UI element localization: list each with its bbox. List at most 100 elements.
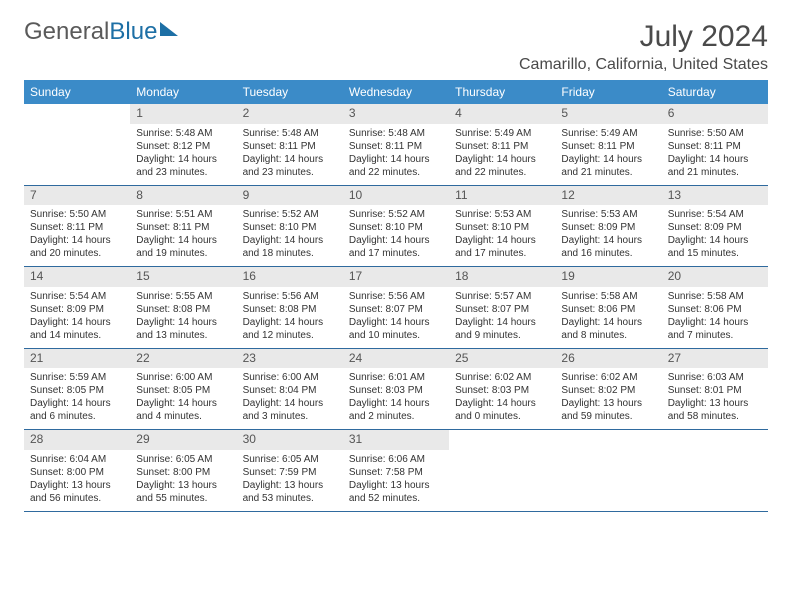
day-number: 25 bbox=[449, 349, 555, 369]
daylight-text: Daylight: 14 hours and 19 minutes. bbox=[136, 234, 230, 260]
sunset-text: Sunset: 8:06 PM bbox=[561, 303, 655, 316]
day-body: Sunrise: 5:58 AMSunset: 8:06 PMDaylight:… bbox=[662, 287, 768, 348]
day-body: Sunrise: 5:50 AMSunset: 8:11 PMDaylight:… bbox=[24, 205, 130, 266]
day-number: 8 bbox=[130, 186, 236, 206]
day-body: Sunrise: 5:54 AMSunset: 8:09 PMDaylight:… bbox=[662, 205, 768, 266]
calendar-cell: 29Sunrise: 6:05 AMSunset: 8:00 PMDayligh… bbox=[130, 430, 236, 511]
calendar-cell: 17Sunrise: 5:56 AMSunset: 8:07 PMDayligh… bbox=[343, 267, 449, 348]
day-number: 12 bbox=[555, 186, 661, 206]
daylight-text: Daylight: 14 hours and 18 minutes. bbox=[243, 234, 337, 260]
sunset-text: Sunset: 8:03 PM bbox=[455, 384, 549, 397]
daylight-text: Daylight: 14 hours and 3 minutes. bbox=[243, 397, 337, 423]
calendar-cell bbox=[449, 430, 555, 511]
daylight-text: Daylight: 14 hours and 16 minutes. bbox=[561, 234, 655, 260]
day-body: Sunrise: 6:02 AMSunset: 8:02 PMDaylight:… bbox=[555, 368, 661, 429]
calendar-cell: 3Sunrise: 5:48 AMSunset: 8:11 PMDaylight… bbox=[343, 104, 449, 185]
day-number: 29 bbox=[130, 430, 236, 450]
sunset-text: Sunset: 8:06 PM bbox=[668, 303, 762, 316]
sunrise-text: Sunrise: 6:00 AM bbox=[243, 371, 337, 384]
sunrise-text: Sunrise: 5:48 AM bbox=[136, 127, 230, 140]
calendar-cell: 5Sunrise: 5:49 AMSunset: 8:11 PMDaylight… bbox=[555, 104, 661, 185]
day-body: Sunrise: 5:54 AMSunset: 8:09 PMDaylight:… bbox=[24, 287, 130, 348]
day-number: 27 bbox=[662, 349, 768, 369]
daylight-text: Daylight: 14 hours and 0 minutes. bbox=[455, 397, 549, 423]
day-body: Sunrise: 5:49 AMSunset: 8:11 PMDaylight:… bbox=[449, 124, 555, 185]
calendar-cell: 19 Sunrise: 5:58 AMSunset: 8:06 PMDayligh… bbox=[555, 267, 661, 348]
daylight-text: Daylight: 13 hours and 59 minutes. bbox=[561, 397, 655, 423]
day-body: Sunrise: 5:55 AMSunset: 8:08 PMDaylight:… bbox=[130, 287, 236, 348]
daylight-text: Daylight: 14 hours and 2 minutes. bbox=[349, 397, 443, 423]
day-number: 22 bbox=[130, 349, 236, 369]
day-body: Sunrise: 5:51 AMSunset: 8:11 PMDaylight:… bbox=[130, 205, 236, 266]
sunrise-text: Sunrise: 5:51 AM bbox=[136, 208, 230, 221]
day-number: 19 bbox=[555, 267, 661, 287]
calendar-week: 21Sunrise: 5:59 AMSunset: 8:05 PMDayligh… bbox=[24, 349, 768, 431]
day-body: Sunrise: 5:48 AMSunset: 8:11 PMDaylight:… bbox=[237, 124, 343, 185]
day-number: 11 bbox=[449, 186, 555, 206]
daylight-text: Daylight: 13 hours and 56 minutes. bbox=[30, 479, 124, 505]
calendar-cell: 13Sunrise: 5:54 AMSunset: 8:09 PMDayligh… bbox=[662, 186, 768, 267]
daylight-text: Daylight: 14 hours and 20 minutes. bbox=[30, 234, 124, 260]
daylight-text: Daylight: 14 hours and 8 minutes. bbox=[561, 316, 655, 342]
title-block: July 2024 Camarillo, California, United … bbox=[519, 20, 768, 74]
day-body: Sunrise: 5:52 AMSunset: 8:10 PMDaylight:… bbox=[343, 205, 449, 266]
calendar-week: 1Sunrise: 5:48 AMSunset: 8:12 PMDaylight… bbox=[24, 104, 768, 186]
day-body: Sunrise: 5:56 AMSunset: 8:07 PMDaylight:… bbox=[343, 287, 449, 348]
sunset-text: Sunset: 8:11 PM bbox=[668, 140, 762, 153]
calendar-cell: 21Sunrise: 5:59 AMSunset: 8:05 PMDayligh… bbox=[24, 349, 130, 430]
sunset-text: Sunset: 8:11 PM bbox=[455, 140, 549, 153]
sunset-text: Sunset: 8:09 PM bbox=[30, 303, 124, 316]
weekday-label: Sunday bbox=[24, 80, 130, 104]
calendar-cell: 26Sunrise: 6:02 AMSunset: 8:02 PMDayligh… bbox=[555, 349, 661, 430]
day-body: Sunrise: 5:48 AMSunset: 8:11 PMDaylight:… bbox=[343, 124, 449, 185]
calendar-cell: 30Sunrise: 6:05 AMSunset: 7:59 PMDayligh… bbox=[237, 430, 343, 511]
sunrise-text: Sunrise: 6:02 AM bbox=[561, 371, 655, 384]
daylight-text: Daylight: 14 hours and 23 minutes. bbox=[243, 153, 337, 179]
day-body: Sunrise: 5:50 AMSunset: 8:11 PMDaylight:… bbox=[662, 124, 768, 185]
day-body: Sunrise: 5:48 AMSunset: 8:12 PMDaylight:… bbox=[130, 124, 236, 185]
sunset-text: Sunset: 8:11 PM bbox=[243, 140, 337, 153]
sunrise-text: Sunrise: 5:54 AM bbox=[668, 208, 762, 221]
calendar-week: 14Sunrise: 5:54 AMSunset: 8:09 PMDayligh… bbox=[24, 267, 768, 349]
calendar-cell: 25Sunrise: 6:02 AMSunset: 8:03 PMDayligh… bbox=[449, 349, 555, 430]
weekday-header: Sunday Monday Tuesday Wednesday Thursday… bbox=[24, 80, 768, 104]
sunrise-text: Sunrise: 5:54 AM bbox=[30, 290, 124, 303]
sunrise-text: Sunrise: 5:56 AM bbox=[243, 290, 337, 303]
sunset-text: Sunset: 8:09 PM bbox=[561, 221, 655, 234]
day-number: 3 bbox=[343, 104, 449, 124]
day-number: 4 bbox=[449, 104, 555, 124]
sunrise-text: Sunrise: 6:05 AM bbox=[243, 453, 337, 466]
sunrise-text: Sunrise: 5:55 AM bbox=[136, 290, 230, 303]
sunrise-text: Sunrise: 6:00 AM bbox=[136, 371, 230, 384]
sunset-text: Sunset: 8:08 PM bbox=[243, 303, 337, 316]
calendar-cell: 12Sunrise: 5:53 AMSunset: 8:09 PMDayligh… bbox=[555, 186, 661, 267]
sunrise-text: Sunrise: 5:58 AM bbox=[561, 290, 655, 303]
calendar-cell: 28Sunrise: 6:04 AMSunset: 8:00 PMDayligh… bbox=[24, 430, 130, 511]
weekday-label: Saturday bbox=[662, 80, 768, 104]
weekday-label: Wednesday bbox=[343, 80, 449, 104]
daylight-text: Daylight: 14 hours and 23 minutes. bbox=[136, 153, 230, 179]
daylight-text: Daylight: 14 hours and 17 minutes. bbox=[455, 234, 549, 260]
calendar-cell: 2Sunrise: 5:48 AMSunset: 8:11 PMDaylight… bbox=[237, 104, 343, 185]
day-body: Sunrise: 5:53 AMSunset: 8:09 PMDaylight:… bbox=[555, 205, 661, 266]
day-body: Sunrise: 6:05 AMSunset: 7:59 PMDaylight:… bbox=[237, 450, 343, 511]
daylight-text: Daylight: 14 hours and 17 minutes. bbox=[349, 234, 443, 260]
sunrise-text: Sunrise: 5:49 AM bbox=[455, 127, 549, 140]
daylight-text: Daylight: 14 hours and 10 minutes. bbox=[349, 316, 443, 342]
daylight-text: Daylight: 13 hours and 53 minutes. bbox=[243, 479, 337, 505]
sunset-text: Sunset: 8:10 PM bbox=[349, 221, 443, 234]
day-body: Sunrise: 6:03 AMSunset: 8:01 PMDaylight:… bbox=[662, 368, 768, 429]
sunset-text: Sunset: 8:00 PM bbox=[136, 466, 230, 479]
day-body: Sunrise: 5:57 AMSunset: 8:07 PMDaylight:… bbox=[449, 287, 555, 348]
sunrise-text: Sunrise: 5:53 AM bbox=[455, 208, 549, 221]
calendar-cell: 7Sunrise: 5:50 AMSunset: 8:11 PMDaylight… bbox=[24, 186, 130, 267]
sunset-text: Sunset: 8:11 PM bbox=[30, 221, 124, 234]
sunset-text: Sunset: 8:11 PM bbox=[561, 140, 655, 153]
calendar-cell: 18Sunrise: 5:57 AMSunset: 8:07 PMDayligh… bbox=[449, 267, 555, 348]
sunset-text: Sunset: 8:01 PM bbox=[668, 384, 762, 397]
sunset-text: Sunset: 8:05 PM bbox=[136, 384, 230, 397]
sunset-text: Sunset: 8:10 PM bbox=[243, 221, 337, 234]
daylight-text: Daylight: 14 hours and 7 minutes. bbox=[668, 316, 762, 342]
day-body: Sunrise: 5:53 AMSunset: 8:10 PMDaylight:… bbox=[449, 205, 555, 266]
sunrise-text: Sunrise: 5:48 AM bbox=[243, 127, 337, 140]
